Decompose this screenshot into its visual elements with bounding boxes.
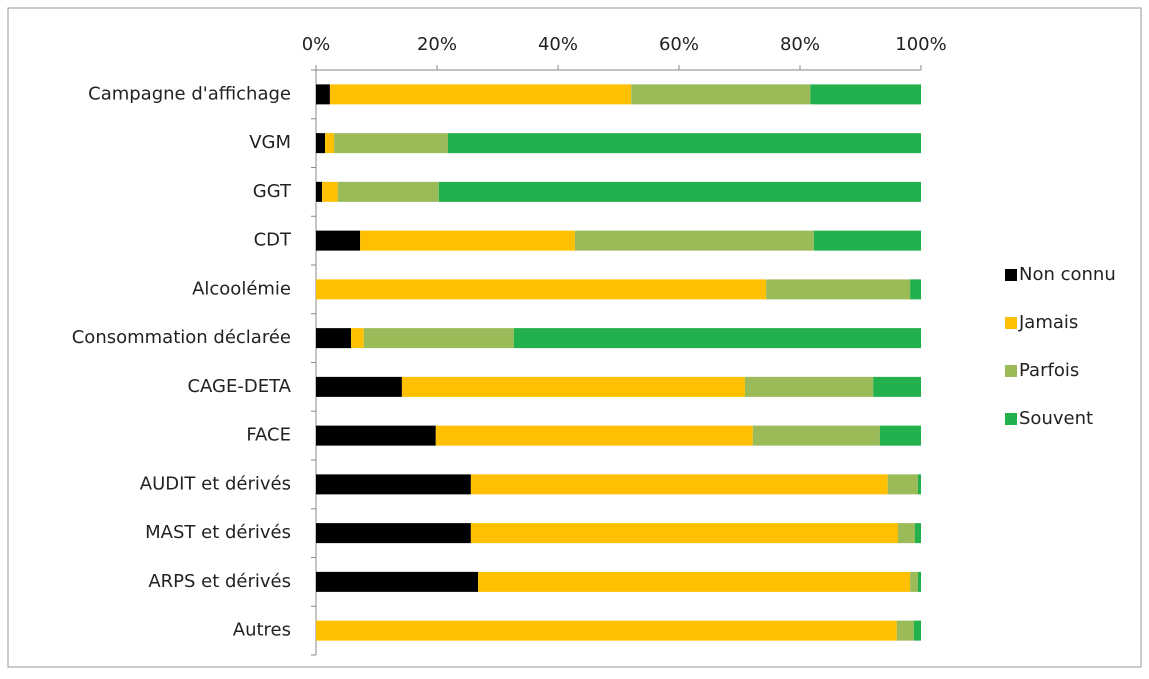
bar-segment — [470, 523, 899, 544]
bar-segment — [316, 279, 767, 300]
bar-segment — [744, 376, 874, 397]
y-tick-label: CDT — [254, 230, 292, 251]
bar-segment — [316, 474, 471, 495]
y-tick-label: ARPS et dérivés — [148, 571, 291, 592]
bar-segment — [438, 181, 921, 202]
bar-segment — [913, 620, 921, 641]
legend-swatch — [1005, 269, 1017, 281]
bar-segment — [917, 474, 921, 495]
bar-segment — [910, 571, 918, 592]
bar-segment — [447, 133, 921, 154]
bar-segment — [329, 84, 632, 105]
bar-segment — [631, 84, 811, 105]
legend-label: Parfois — [1019, 360, 1079, 381]
bar-segment — [478, 571, 911, 592]
bar-segment — [360, 230, 575, 251]
bar-segment — [873, 376, 921, 397]
bar-segment — [316, 620, 897, 641]
bar-segment — [435, 425, 753, 446]
bar-segment — [316, 230, 361, 251]
x-tick-label: 60% — [659, 34, 699, 55]
bar-segment — [810, 84, 921, 105]
y-tick-label: MAST et dérivés — [145, 522, 291, 543]
legend-label: Jamais — [1018, 312, 1078, 333]
x-tick-label: 20% — [417, 34, 457, 55]
bar-segment — [766, 279, 911, 300]
bar-segment — [351, 328, 364, 349]
legend-swatch — [1005, 413, 1017, 425]
bar-segment — [316, 133, 326, 154]
y-tick-label: Autres — [233, 620, 291, 641]
bar-segment — [316, 376, 402, 397]
y-tick-label: AUDIT et dérivés — [140, 473, 291, 494]
bar-segment — [334, 133, 448, 154]
bar-segment — [914, 523, 921, 544]
bar-segment — [337, 181, 439, 202]
x-tick-label: 0% — [302, 34, 331, 55]
y-tick-label: VGM — [249, 132, 291, 153]
x-tick-label: 100% — [895, 34, 946, 55]
bar-segment — [470, 474, 888, 495]
bar-segment — [316, 571, 479, 592]
bar-segment — [574, 230, 814, 251]
y-tick-label: GGT — [253, 181, 292, 202]
legend-swatch — [1005, 317, 1017, 329]
bar-segment — [401, 376, 745, 397]
legend-label: Non connu — [1019, 264, 1116, 285]
x-tick-label: 40% — [538, 34, 578, 55]
bar-segment — [316, 425, 436, 446]
bar-segment — [513, 328, 921, 349]
bar-segment — [316, 523, 471, 544]
chart-frame — [7, 7, 1142, 668]
y-tick-label: CAGE-DETA — [187, 376, 291, 397]
bar-segment — [316, 181, 323, 202]
bar-segment — [879, 425, 921, 446]
bar-segment — [316, 328, 352, 349]
legend-swatch — [1005, 365, 1017, 377]
bar-segment — [896, 620, 914, 641]
y-tick-label: Consommation déclarée — [72, 327, 291, 348]
bar-segment — [813, 230, 921, 251]
bar-segment — [752, 425, 880, 446]
x-tick-label: 80% — [780, 34, 820, 55]
bar-segment — [325, 133, 335, 154]
bar-segment — [316, 84, 330, 105]
y-tick-label: Campagne d'affichage — [88, 83, 291, 104]
bar-segment — [322, 181, 338, 202]
bar-segment — [910, 279, 921, 300]
legend-label: Souvent — [1019, 408, 1093, 429]
y-tick-label: FACE — [246, 425, 291, 446]
bar-segment — [917, 571, 921, 592]
bar-segment — [363, 328, 514, 349]
bar-segment — [898, 523, 915, 544]
bar-segment — [887, 474, 918, 495]
y-tick-label: Alcoolémie — [192, 278, 291, 299]
